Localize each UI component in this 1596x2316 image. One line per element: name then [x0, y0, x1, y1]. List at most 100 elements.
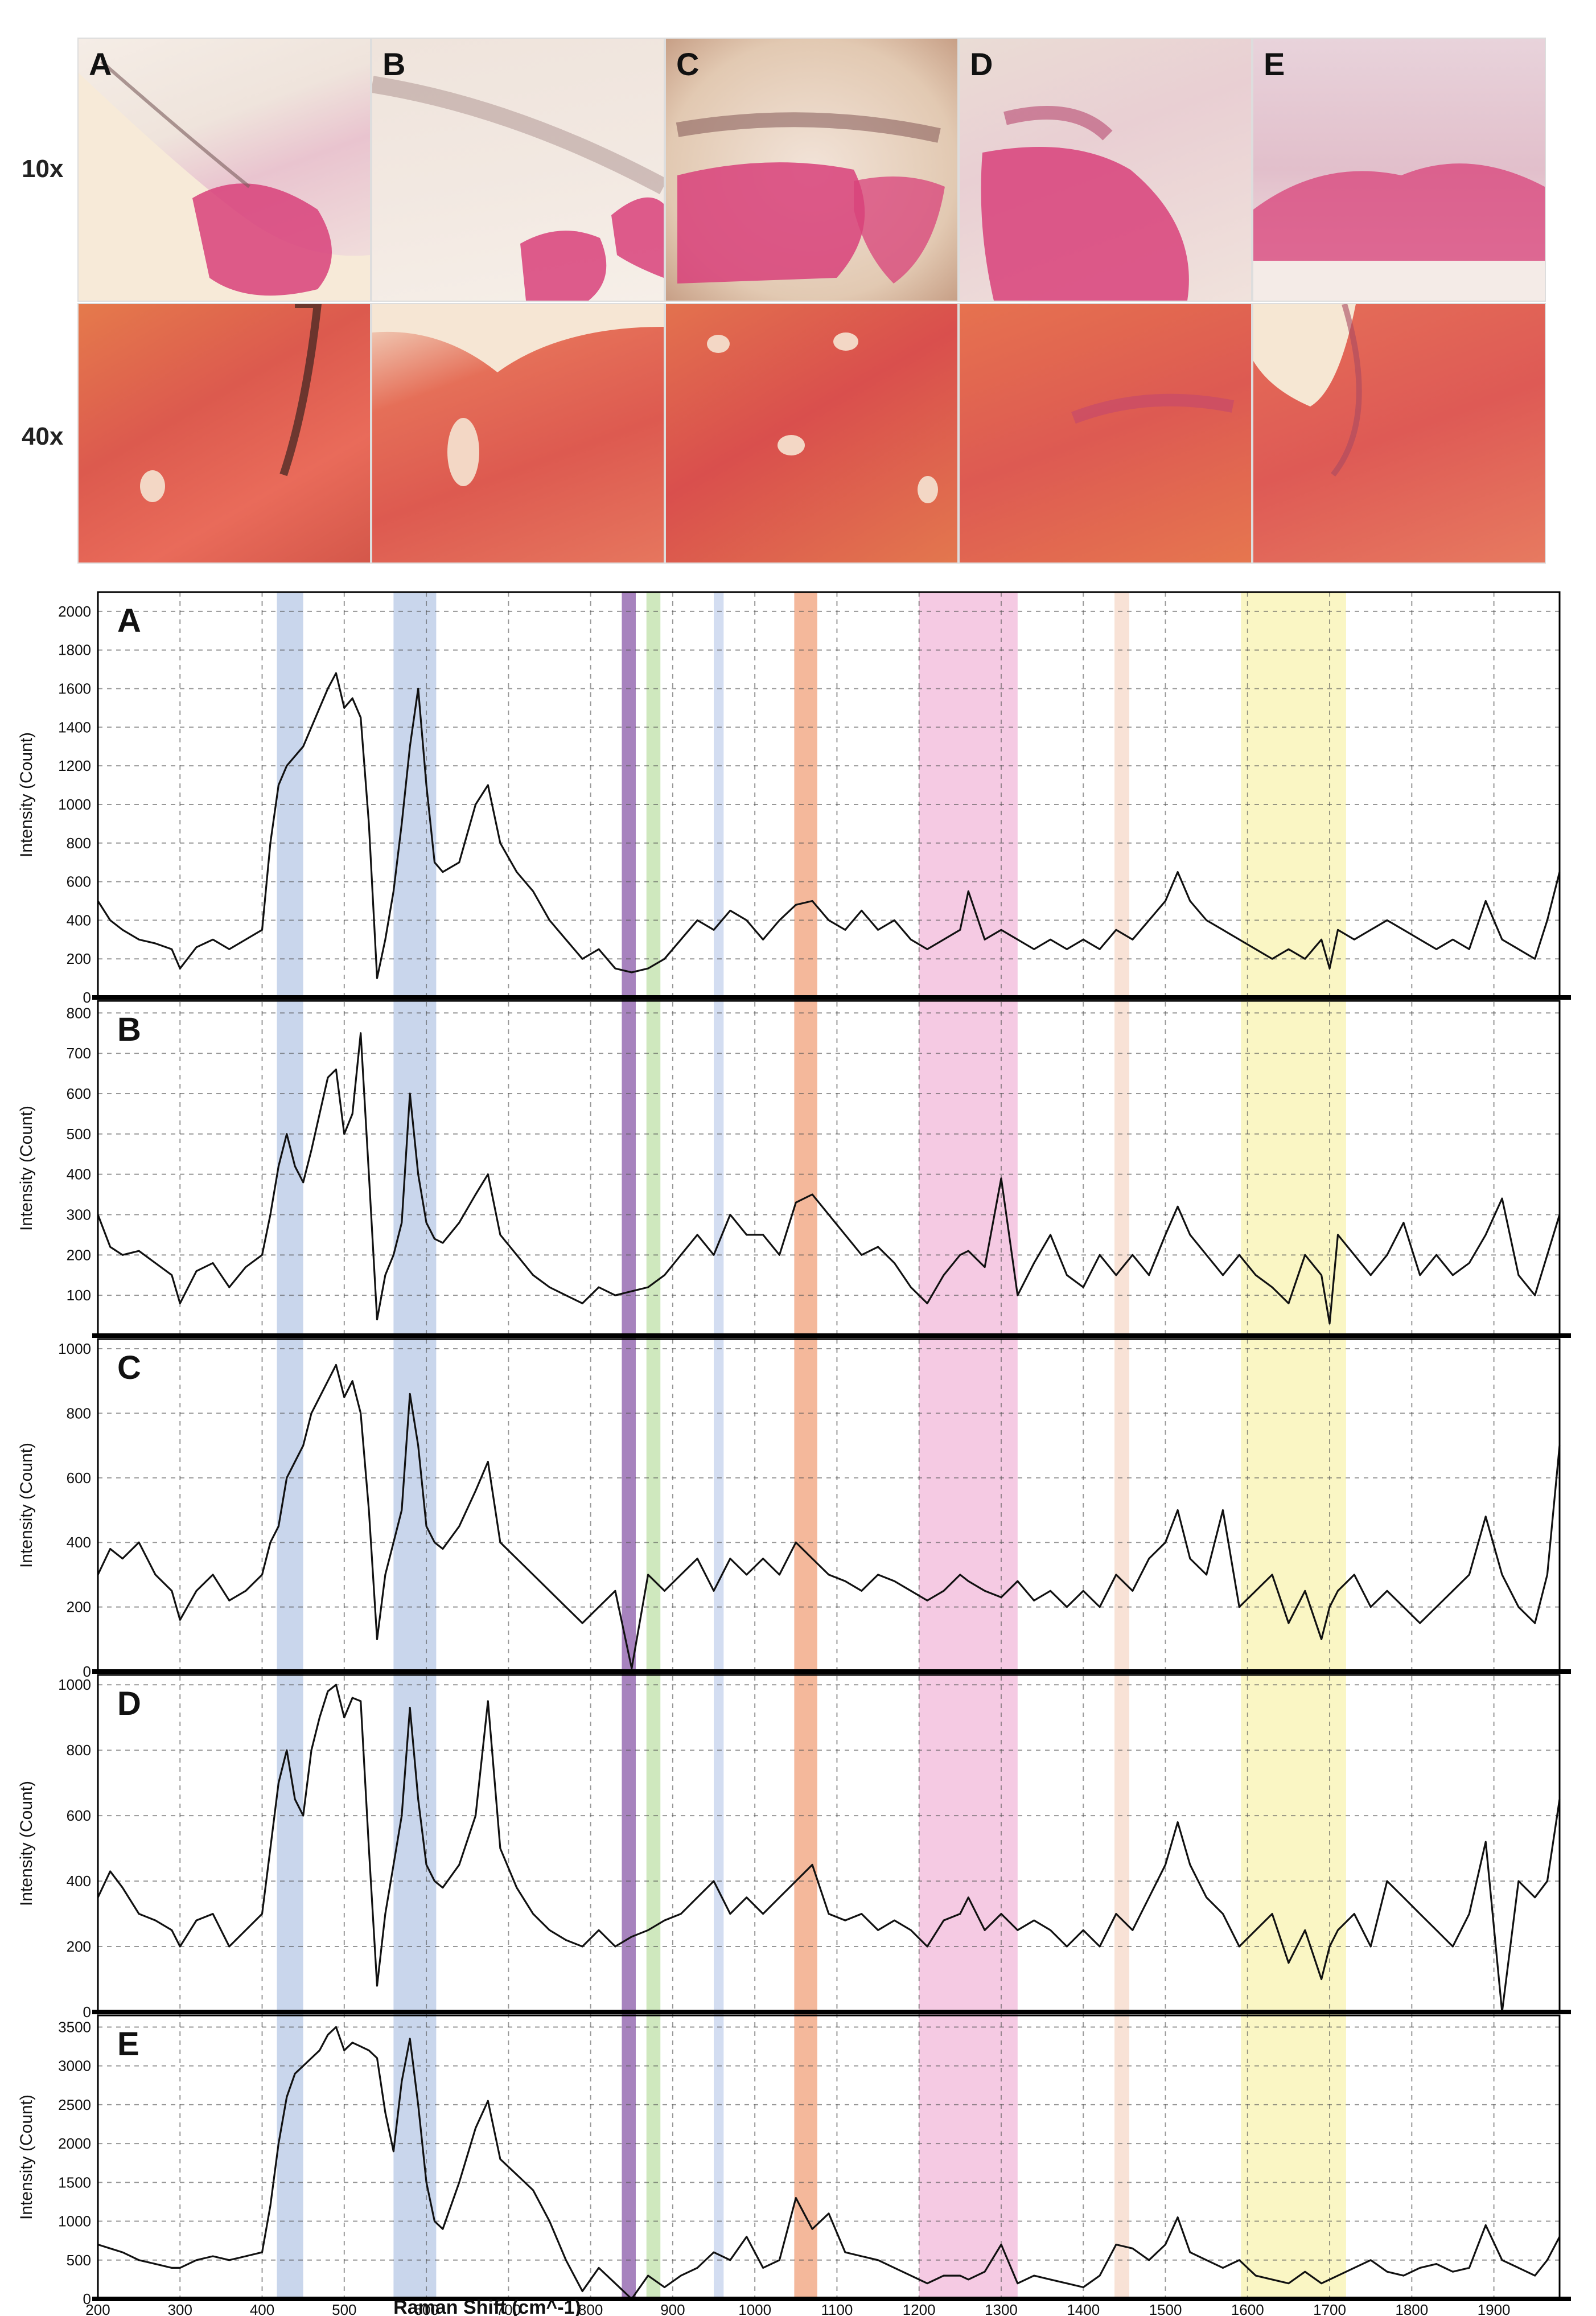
y-tick-label: 200	[67, 1246, 91, 1263]
highlight-band	[646, 592, 661, 2299]
highlight-band	[794, 592, 817, 2299]
y-axis-label: Intensity (Count)	[17, 2095, 36, 2220]
y-tick-label: 1200	[58, 757, 91, 774]
y-tick-label: 400	[67, 911, 91, 929]
x-tick-label: 1900	[1478, 2301, 1511, 2316]
highlight-band	[1114, 592, 1130, 2299]
y-tick-label: 1000	[58, 1676, 91, 1693]
y-tick-label: 200	[67, 950, 91, 967]
highlight-band	[393, 592, 437, 2299]
x-axis-label: Raman Shift (cm^-1)	[393, 2297, 581, 2316]
y-tick-label: 300	[67, 1206, 91, 1223]
micrograph-40x-d	[959, 303, 1252, 564]
spectrum-line-b	[97, 1032, 1561, 1325]
micrograph-10x-b: B	[371, 38, 665, 302]
y-tick-label: 1000	[58, 1340, 91, 1357]
x-tick-label: 500	[332, 2301, 356, 2316]
x-tick-label: 400	[250, 2301, 274, 2316]
highlight-band	[714, 592, 724, 2299]
tissue-illustration	[140, 304, 322, 502]
micrograph-40x-a	[77, 303, 371, 564]
spectra-lines	[97, 672, 1561, 2300]
panel-label: C	[117, 1349, 141, 1386]
tile-letter-a: A	[89, 46, 112, 82]
x-tick-label: 1500	[1149, 2301, 1182, 2316]
y-tick-label: 700	[67, 1045, 91, 1062]
micrograph-40x-c	[665, 303, 959, 564]
y-tick-label: 500	[67, 1126, 91, 1143]
spectrum-line-d	[97, 1683, 1561, 2013]
x-tick-label: 1600	[1231, 2301, 1264, 2316]
tile-letter-d: D	[970, 46, 993, 82]
row-label-10x: 10x	[22, 155, 64, 183]
y-tick-label: 1500	[58, 2174, 91, 2191]
y-axis-label: Intensity (Count)	[17, 732, 36, 857]
micrograph-10x-c: C	[665, 38, 959, 302]
y-tick-label: 3500	[58, 2018, 91, 2035]
y-tick-label: 400	[67, 1872, 91, 1890]
x-tick-label: 200	[85, 2301, 110, 2316]
gridlines	[97, 592, 1560, 2299]
x-tick-label: 1400	[1067, 2301, 1100, 2316]
y-tick-label: 2000	[58, 2135, 91, 2152]
x-tick-label: 700	[496, 2301, 521, 2316]
y-tick-label: 600	[67, 1807, 91, 1824]
micrograph-10x-a: A	[77, 38, 371, 302]
axes	[92, 591, 1571, 2301]
y-tick-label: 0	[83, 989, 91, 1006]
y-tick-label: 3000	[58, 2058, 91, 2075]
tissue-illustration	[372, 76, 664, 301]
y-tick-label: 1000	[58, 2213, 91, 2230]
row-label-40x: 40x	[22, 422, 64, 450]
y-tick-label: 800	[67, 1004, 91, 1021]
y-tick-label: 600	[67, 1085, 91, 1102]
y-tick-label: 1800	[58, 642, 91, 659]
x-tick-label: 1000	[738, 2301, 771, 2316]
spectrum-line-c	[97, 1364, 1561, 1669]
y-tick-label: 800	[67, 1405, 91, 1422]
y-tick-label: 500	[67, 2252, 91, 2269]
highlight-band	[277, 592, 303, 2299]
y-tick-label: 100	[67, 1287, 91, 1304]
histology-figure: 10x 40x A B C D	[0, 0, 1596, 569]
spectrum-line-a	[97, 672, 1561, 979]
panel-label: E	[117, 2026, 139, 2063]
y-axis-label: Intensity (Count)	[17, 1106, 36, 1231]
x-tick-label: 1200	[903, 2301, 936, 2316]
tile-letter-c: C	[676, 46, 700, 82]
y-tick-label: 0	[83, 1663, 91, 1680]
tile-letter-b: B	[382, 46, 406, 82]
y-tick-label: 200	[67, 1599, 91, 1616]
highlight-band	[1241, 592, 1346, 2299]
tissue-illustration	[707, 332, 938, 503]
y-axis-label: Intensity (Count)	[17, 1781, 36, 1906]
panel-label: B	[117, 1011, 141, 1048]
y-tick-label: 0	[83, 2290, 91, 2307]
tissue-illustration	[79, 60, 370, 301]
y-tick-label: 400	[67, 1166, 91, 1183]
y-tick-label: 200	[67, 1938, 91, 1955]
y-tick-label: 1600	[58, 680, 91, 697]
micrograph-10x-d: D	[959, 38, 1252, 302]
tissue-illustration	[1253, 304, 1362, 477]
y-tick-label: 2500	[58, 2096, 91, 2113]
highlight-band	[919, 592, 1018, 2299]
spectrum-line-e	[97, 2026, 1561, 2300]
y-tick-label: 0	[83, 2003, 91, 2021]
x-tick-label: 600	[414, 2301, 438, 2316]
x-tick-label: 1300	[985, 2301, 1018, 2316]
panel-label: A	[117, 602, 141, 639]
x-tick-label: 1800	[1395, 2301, 1428, 2316]
y-tick-label: 600	[67, 873, 91, 890]
x-tick-label: 1700	[1313, 2301, 1346, 2316]
x-tick-label: 900	[660, 2301, 685, 2316]
tissue-illustration	[372, 304, 664, 486]
tile-letter-e: E	[1264, 46, 1285, 82]
y-tick-label: 600	[67, 1469, 91, 1486]
y-tick-label: 1000	[58, 796, 91, 813]
y-tick-label: 2000	[58, 603, 91, 620]
y-tick-label: 400	[67, 1534, 91, 1551]
y-tick-label: 800	[67, 835, 91, 852]
micrograph-40x-b	[371, 303, 665, 564]
